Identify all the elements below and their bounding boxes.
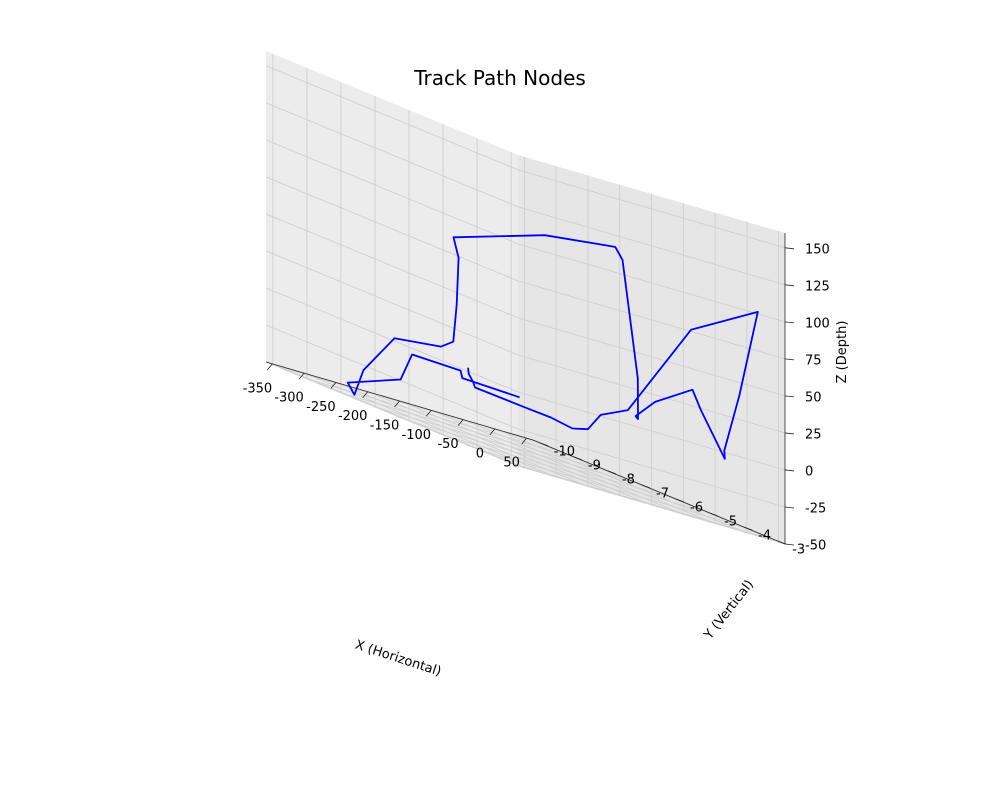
- y-tick-label: -4: [758, 529, 771, 544]
- y-tick: [573, 456, 583, 461]
- y-tick: [675, 498, 685, 503]
- z-grid-line: [265, 213, 786, 397]
- y-tick-label: -5: [724, 515, 737, 530]
- z-grid-line: [265, 139, 786, 323]
- x-axis-label: X (Horizontal): [353, 638, 443, 680]
- x-tick: [457, 419, 464, 426]
- z-tick: [784, 358, 795, 361]
- z-tick-label: 50: [805, 390, 822, 405]
- z-tick-label: -25: [805, 502, 826, 517]
- y-axis-label: Y (Vertical): [701, 577, 757, 643]
- x-tick: [330, 382, 337, 389]
- series-line: [346, 234, 759, 460]
- z-tick: [784, 247, 795, 250]
- y-tick-label: -8: [622, 472, 635, 487]
- y-tick: [607, 470, 617, 475]
- x-tick-label: -50: [437, 437, 458, 452]
- x-tick-label: -300: [274, 391, 304, 406]
- x-tick: [425, 410, 432, 417]
- y-tick: [778, 540, 787, 545]
- z-axis-label: Z (Depth): [835, 321, 850, 384]
- x-tick-label: -350: [243, 381, 273, 396]
- z-tick-label: 150: [805, 242, 830, 257]
- x-tick-label: 0: [476, 446, 484, 461]
- x-tick: [521, 437, 527, 445]
- z-grid-line: [265, 361, 786, 545]
- x-tick-label: 50: [503, 456, 520, 471]
- z-grid-line: [265, 102, 786, 286]
- grid-lines: [265, 53, 786, 545]
- y-tick-label: -6: [690, 501, 703, 516]
- x-tick: [267, 363, 273, 371]
- z-tick-label: 75: [805, 353, 822, 368]
- tick-marks: [267, 247, 795, 546]
- chart-title: Track Path Nodes: [414, 66, 586, 90]
- z-grid-line: [265, 250, 786, 434]
- y-tick-label: -9: [588, 458, 601, 473]
- z-tick: [784, 506, 795, 509]
- z-tick-label: 25: [805, 427, 822, 442]
- z-tick: [784, 321, 795, 324]
- z-tick-label: 100: [805, 316, 830, 331]
- y-tick: [539, 442, 548, 447]
- z-grid-line: [265, 287, 786, 471]
- z-grid-line: [265, 176, 786, 360]
- series-group: [346, 234, 759, 460]
- z-tick: [784, 469, 795, 472]
- z-tick: [784, 432, 795, 435]
- y-tick: [709, 512, 719, 517]
- z-grid-line: [265, 65, 786, 249]
- x-tick-label: -200: [338, 409, 368, 424]
- tick-labels: -350-300-250-200-150-100-50050-10-9-8-7-…: [243, 242, 830, 557]
- y-tick: [743, 526, 753, 531]
- x-tick: [298, 372, 305, 380]
- x-tick: [489, 428, 496, 436]
- y-tick: [641, 484, 651, 489]
- z-tick: [784, 395, 795, 398]
- z-tick: [784, 284, 795, 287]
- x-tick-label: -100: [402, 428, 432, 443]
- y-tick-label: -7: [656, 487, 669, 502]
- z-tick-label: 125: [805, 279, 830, 294]
- x-tick: [394, 400, 400, 408]
- y-tick-label: -3: [792, 543, 805, 558]
- left-wall-pane: [266, 51, 518, 466]
- x-tick: [362, 391, 369, 398]
- y-tick-label: -10: [554, 444, 575, 459]
- z-tick-label: -50: [805, 539, 826, 554]
- z-tick: [784, 543, 795, 546]
- z-grid-line: [265, 324, 786, 508]
- z-tick-label: 0: [805, 465, 813, 480]
- x-tick-label: -250: [306, 400, 336, 415]
- x-tick-label: -150: [370, 419, 400, 434]
- axis-panes: [266, 51, 785, 544]
